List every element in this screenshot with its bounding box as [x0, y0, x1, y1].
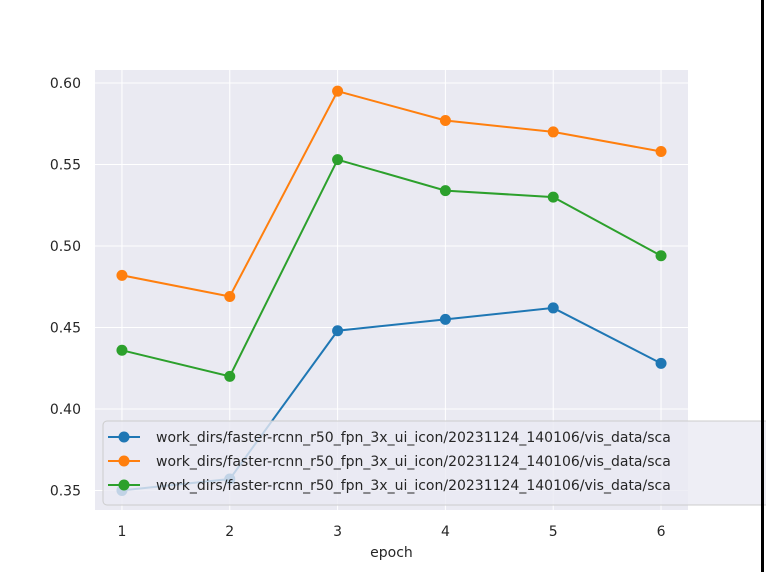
data-point	[116, 269, 128, 281]
legend-marker	[118, 455, 130, 467]
data-point	[224, 370, 236, 382]
grid-lines	[95, 70, 688, 510]
data-point	[655, 357, 667, 369]
x-tick-label: 1	[117, 524, 126, 540]
data-point	[332, 85, 344, 97]
data-point	[655, 145, 667, 157]
x-tick-label: 3	[333, 524, 342, 540]
data-point	[439, 115, 451, 127]
data-point	[439, 185, 451, 197]
y-tick-label: 0.35	[50, 483, 81, 499]
legend: work_dirs/faster-rcnn_r50_fpn_3x_ui_icon…	[102, 420, 766, 506]
x-axis-label: epoch	[370, 545, 413, 561]
x-tick-label: 2	[225, 524, 234, 540]
y-tick-label: 0.60	[50, 76, 81, 92]
legend-label: work_dirs/faster-rcnn_r50_fpn_3x_ui_icon…	[156, 478, 671, 494]
y-tick-label: 0.55	[50, 158, 81, 174]
data-point	[547, 191, 559, 203]
x-axis-ticks: 1 2 3 4 5 6	[117, 524, 665, 540]
data-point	[224, 291, 236, 303]
data-point	[439, 313, 451, 325]
legend-marker	[118, 431, 130, 443]
data-point	[547, 126, 559, 138]
x-tick-label: 6	[657, 524, 666, 540]
data-point	[116, 344, 128, 356]
series-line	[121, 90, 662, 298]
window-border	[761, 0, 764, 572]
data-point	[655, 250, 667, 262]
y-tick-label: 0.50	[50, 239, 81, 255]
x-tick-label: 5	[549, 524, 558, 540]
y-tick-label: 0.40	[50, 402, 81, 418]
data-point	[332, 325, 344, 337]
data-point	[547, 302, 559, 314]
series-2	[116, 85, 667, 303]
x-tick-label: 4	[441, 524, 450, 540]
y-tick-label: 0.45	[50, 320, 81, 336]
series-line	[121, 158, 662, 378]
series-layer	[116, 85, 667, 496]
legend-label: work_dirs/faster-rcnn_r50_fpn_3x_ui_icon…	[156, 430, 671, 446]
data-point	[332, 154, 344, 166]
legend-label: work_dirs/faster-rcnn_r50_fpn_3x_ui_icon…	[156, 454, 671, 470]
legend-marker	[118, 479, 130, 491]
legend-box	[102, 420, 766, 506]
y-axis-ticks: 0.35 0.40 0.45 0.50 0.55 0.60	[50, 76, 81, 499]
series-3	[116, 154, 667, 382]
